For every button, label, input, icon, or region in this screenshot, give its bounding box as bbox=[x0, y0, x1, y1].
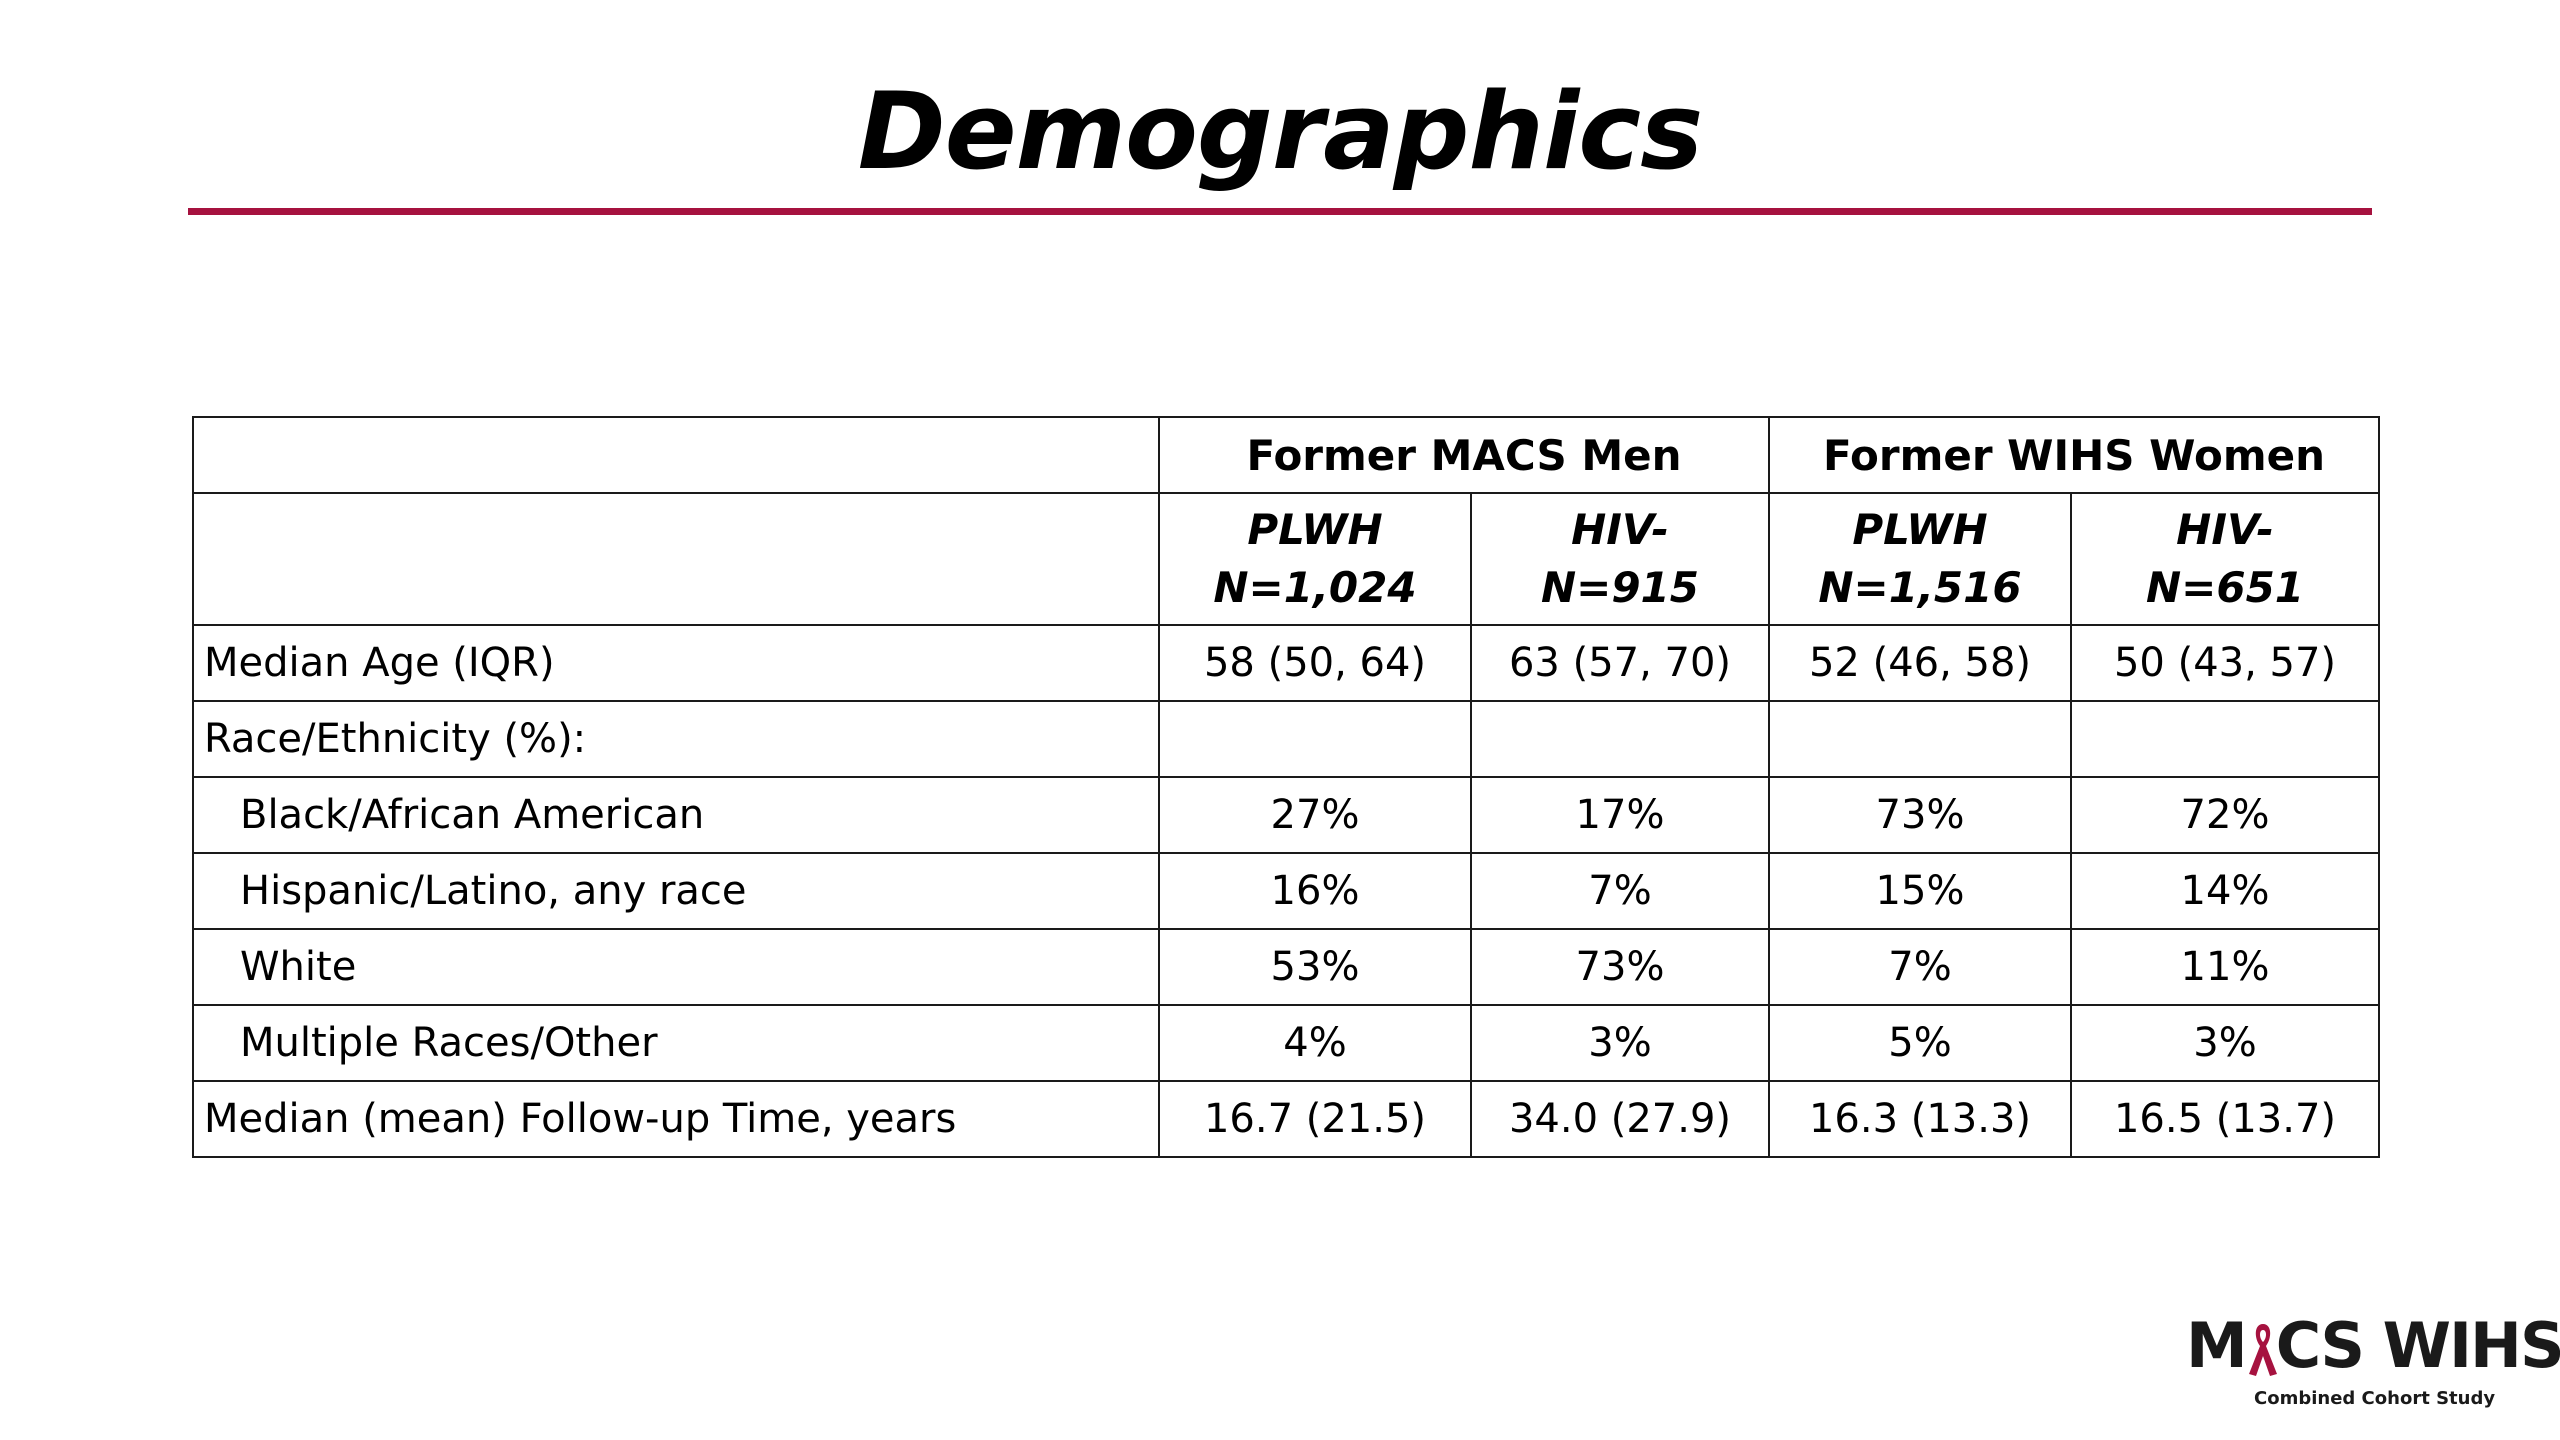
table-cell: 7% bbox=[1470, 852, 1770, 930]
demographics-table: Former MACS Men Former WIHS Women PLWH N… bbox=[192, 416, 2381, 1158]
column-header-n: N=915 bbox=[1540, 563, 1699, 612]
column-header: PLWH N=1,516 bbox=[1768, 492, 2072, 626]
column-header-label: PLWH bbox=[1247, 505, 1383, 554]
table-row-median-age: Median Age (IQR) 58 (50, 64) 63 (57, 70)… bbox=[192, 624, 2381, 702]
column-header-row: PLWH N=1,024 HIV- N=915 PLWH N=1,516 HIV… bbox=[192, 492, 2381, 626]
table-cell: 72% bbox=[2069, 776, 2381, 854]
column-header-n: N=651 bbox=[2146, 563, 2305, 612]
row-label: Black/African American bbox=[192, 776, 1160, 854]
table-cell: 7% bbox=[1768, 928, 2072, 1006]
table-row-black: Black/African American 27% 17% 73% 72% bbox=[192, 776, 2381, 854]
column-header-n: N=1,024 bbox=[1213, 563, 1417, 612]
row-label: Hispanic/Latino, any race bbox=[192, 852, 1160, 930]
awareness-ribbon-icon bbox=[2249, 1324, 2277, 1376]
table-cell bbox=[1158, 700, 1472, 778]
row-label: Multiple Races/Other bbox=[192, 1004, 1160, 1082]
table-cell: 73% bbox=[1470, 928, 1770, 1006]
table-cell bbox=[1470, 700, 1770, 778]
table-cell: 5% bbox=[1768, 1004, 2072, 1082]
logo-subtitle: Combined Cohort Study bbox=[2254, 1388, 2496, 1409]
table-row-hispanic: Hispanic/Latino, any race 16% 7% 15% 14% bbox=[192, 852, 2381, 930]
table-cell: 4% bbox=[1158, 1004, 1472, 1082]
row-label: Median (mean) Follow-up Time, years bbox=[192, 1080, 1160, 1158]
row-label: Race/Ethnicity (%): bbox=[192, 700, 1160, 778]
column-header-label: HIV- bbox=[1571, 505, 1669, 554]
table-row-multiple-races: Multiple Races/Other 4% 3% 5% 3% bbox=[192, 1004, 2381, 1082]
column-header: HIV- N=915 bbox=[1470, 492, 1770, 626]
table-cell: 17% bbox=[1470, 776, 1770, 854]
table-cell bbox=[2069, 700, 2381, 778]
column-header-label: PLWH bbox=[1852, 505, 1988, 554]
row-label: Median Age (IQR) bbox=[192, 624, 1160, 702]
group-header-row: Former MACS Men Former WIHS Women bbox=[192, 416, 2381, 494]
table-cell: 14% bbox=[2069, 852, 2381, 930]
macs-wihs-logo: M CS WIHS Combined Cohort Study bbox=[2186, 1309, 2560, 1420]
table-cell: 27% bbox=[1158, 776, 1472, 854]
group-header-wihs: Former WIHS Women bbox=[1767, 416, 2381, 494]
row-label: White bbox=[192, 928, 1160, 1006]
table-cell: 52 (46, 58) bbox=[1768, 624, 2072, 702]
table-cell: 16.5 (13.7) bbox=[2069, 1080, 2381, 1158]
table-cell: 3% bbox=[2069, 1004, 2381, 1082]
page-title: Demographics bbox=[857, 70, 1703, 193]
column-header-label: HIV- bbox=[2176, 505, 2274, 554]
table-cell: 63 (57, 70) bbox=[1470, 624, 1770, 702]
table-cell: 16.7 (21.5) bbox=[1158, 1080, 1472, 1158]
table-row-follow-up: Median (mean) Follow-up Time, years 16.7… bbox=[192, 1080, 2381, 1158]
table-cell: 34.0 (27.9) bbox=[1470, 1080, 1770, 1158]
logo-text-right: CS WIHS bbox=[2275, 1309, 2560, 1382]
table-cell: 11% bbox=[2069, 928, 2381, 1006]
title-divider bbox=[188, 208, 2372, 215]
table-cell: 73% bbox=[1768, 776, 2072, 854]
logo-wordmark: M CS WIHS bbox=[2186, 1309, 2560, 1382]
table-cell: 53% bbox=[1158, 928, 1472, 1006]
table-row-race-ethnicity: Race/Ethnicity (%): bbox=[192, 700, 2381, 778]
logo-text-left: M bbox=[2186, 1309, 2248, 1382]
table-cell: 15% bbox=[1768, 852, 2072, 930]
table-cell: 16.3 (13.3) bbox=[1768, 1080, 2072, 1158]
table-cell: 3% bbox=[1470, 1004, 1770, 1082]
column-header: PLWH N=1,024 bbox=[1158, 492, 1472, 626]
group-header-macs: Former MACS Men bbox=[1158, 416, 1770, 494]
table-cell: 50 (43, 57) bbox=[2069, 624, 2381, 702]
column-header-n: N=1,516 bbox=[1818, 563, 2022, 612]
table-cell bbox=[1768, 700, 2072, 778]
empty-header-cell bbox=[192, 416, 1160, 494]
table-cell: 58 (50, 64) bbox=[1158, 624, 1472, 702]
table-row-white: White 53% 73% 7% 11% bbox=[192, 928, 2381, 1006]
column-header: HIV- N=651 bbox=[2069, 492, 2381, 626]
table-cell: 16% bbox=[1158, 852, 1472, 930]
empty-header-cell bbox=[192, 492, 1160, 626]
